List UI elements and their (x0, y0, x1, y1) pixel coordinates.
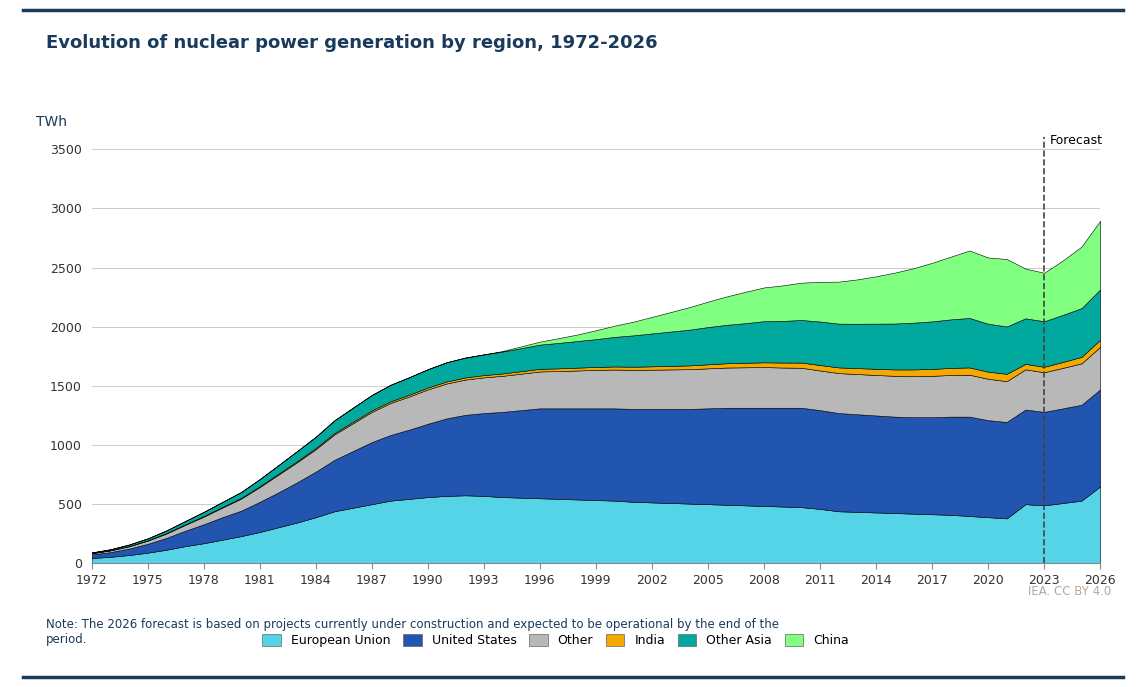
Y-axis label: TWh: TWh (36, 115, 66, 129)
Text: IEA. CC BY 4.0: IEA. CC BY 4.0 (1028, 585, 1112, 598)
Text: Note: The 2026 forecast is based on projects currently under construction and ex: Note: The 2026 forecast is based on proj… (46, 618, 779, 646)
Text: Forecast: Forecast (1050, 134, 1102, 147)
Legend: European Union, United States, Other, India, Other Asia, China: European Union, United States, Other, In… (257, 629, 854, 652)
Text: Evolution of nuclear power generation by region, 1972-2026: Evolution of nuclear power generation by… (46, 34, 658, 52)
